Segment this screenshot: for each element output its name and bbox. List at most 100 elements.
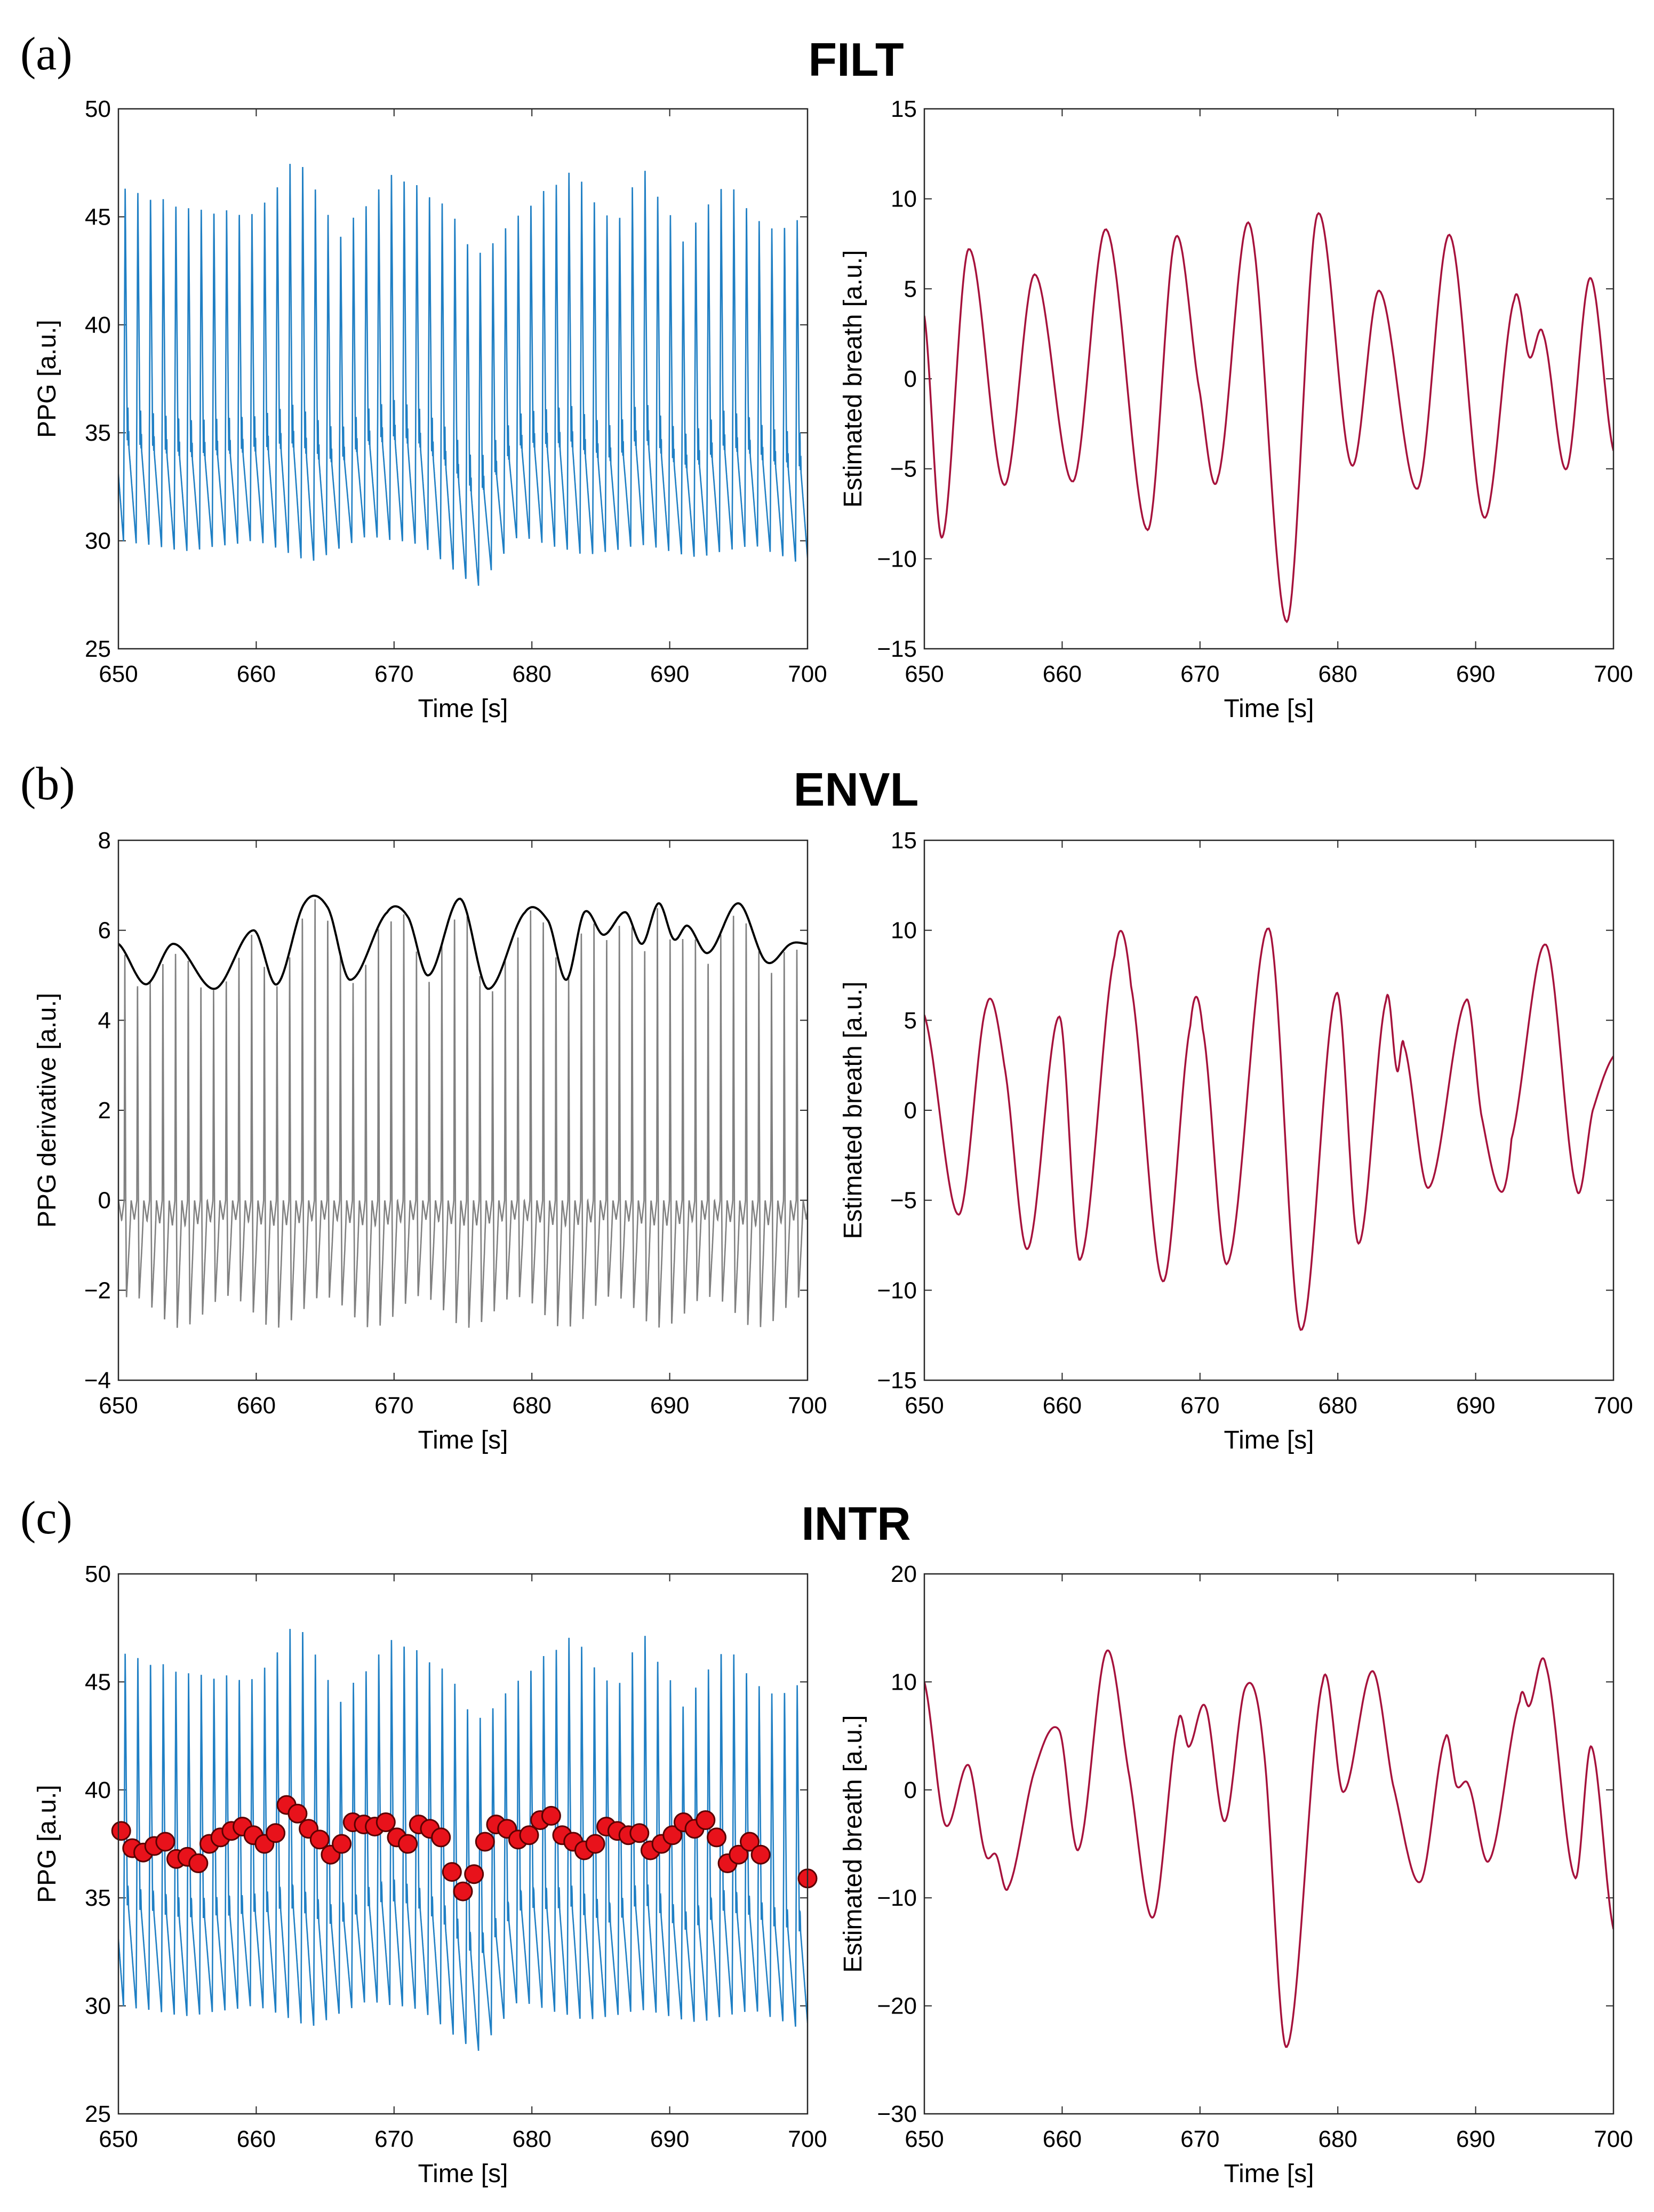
interval-marker-point [475,1832,495,1852]
y-tick-label: 40 [85,312,111,338]
x-tick-label: 660 [237,661,276,687]
interval-marker-point [111,1821,131,1841]
y-tick-label: −10 [877,1277,917,1303]
plot-envl-breath: 650 660 670 680 690 700 −15 −10 −5 0 5 10 15 Time [s]… [839,827,1633,1454]
x-axis-label: Time [s] [1224,1426,1314,1454]
y-tick-label: 45 [85,204,111,230]
x-tick-label: 690 [1456,2126,1495,2152]
y-tick-label: 30 [85,528,111,554]
y-tick-label: 0 [98,1188,111,1214]
y-tick-label: 5 [904,1007,917,1033]
x-tick-label: 690 [1456,1393,1495,1419]
y-axis-label: PPG derivative [a.u.] [33,993,61,1228]
plot-frame [923,108,1615,650]
interval-marker-point [662,1825,683,1845]
x-tick-label: 680 [1318,661,1357,687]
y-tick-label: −20 [877,1993,917,2019]
x-axis-label: Time [s] [1224,2160,1314,2188]
ppg-series-line [118,1629,808,2051]
x-tick-label: 700 [788,661,827,687]
y-tick-label: 40 [85,1777,111,1803]
y-axis-label: PPG [a.u.] [33,1785,61,1903]
y-tick-label: 25 [85,2101,111,2127]
x-axis-label: Time [s] [1224,695,1314,723]
x-tick-label: 700 [1594,2126,1633,2152]
y-axis-label: Estimated breath [a.u.] [839,982,867,1239]
x-tick-label: 670 [1180,2126,1219,2152]
x-tick-label: 650 [905,1393,944,1419]
plot-frame [923,1573,1615,2115]
plot-filt-ppg: 650 660 670 680 690 700 25 30 35 40 45 50 Time [s] PP… [33,96,827,723]
y-tick-label: −10 [877,1885,917,1911]
interval-marker-point [287,1803,308,1824]
interval-marker-point [188,1853,209,1873]
y-axis-label: Estimated breath [a.u.] [839,250,867,508]
breath-series-line [924,1649,1613,2048]
interval-marker-point [453,1881,473,1901]
y-tick-label: −10 [877,546,917,572]
y-tick-label: 35 [85,1885,111,1911]
plot-intr-breath: 650 660 670 680 690 700 −30 −20 −10 0 10 20 Time [s]… [839,1561,1633,2188]
x-tick-label: 700 [1594,1393,1633,1419]
breath-series-line [924,212,1613,624]
y-tick-label: 50 [85,96,111,122]
x-tick-label: 670 [1180,1393,1219,1419]
y-tick-label: 0 [904,1097,917,1124]
x-tick-label: 670 [374,1393,413,1419]
x-tick-label: 700 [788,2126,827,2152]
interval-marker-point [707,1827,726,1848]
x-tick-label: 650 [99,1393,138,1419]
x-axis-label: Time [s] [418,2160,508,2188]
x-tick-label: 690 [650,1393,689,1419]
x-tick-label: 700 [788,1393,827,1419]
interval-marker-point [464,1864,484,1884]
interval-marker-point [541,1805,561,1826]
x-tick-label: 650 [905,661,944,687]
envelope-series-line [118,894,808,990]
plot-frame [923,839,1615,1381]
panel-c: (c) INTR 650 660 670 680 690 700 25 30 35 40 45 50 T… [20,1492,1633,2188]
x-tick-label: 700 [1594,661,1633,687]
interval-marker-point [266,1823,286,1843]
x-tick-label: 680 [512,1393,551,1419]
interval-marker-point [750,1844,771,1865]
y-axis-label: PPG [a.u.] [33,320,61,437]
y-tick-label: 20 [891,1561,917,1587]
y-tick-label: 25 [85,636,111,662]
plot-envl-derivative: 650 660 670 680 690 700 −4 −2 0 2 4 6 8 Time [s] PPG d… [33,827,827,1454]
x-tick-label: 680 [512,661,551,687]
x-tick-label: 670 [374,2126,413,2152]
panel-a: (a) FILT 650 660 670 680 690 700253035404550T… [20,28,1633,723]
x-tick-label: 660 [237,2126,276,2152]
interval-marker-point [309,1829,330,1850]
interval-marker-point [332,1834,352,1854]
x-tick-label: 670 [1180,661,1219,687]
x-tick-label: 680 [512,2126,551,2152]
y-tick-label: 4 [98,1007,111,1033]
y-tick-label: −15 [877,1367,917,1394]
x-tick-label: 660 [237,1393,276,1419]
x-tick-label: 650 [99,661,138,687]
y-tick-label: 8 [98,827,111,854]
panel-label-b: (b) [20,758,75,810]
y-tick-label: 35 [85,420,111,446]
y-tick-label: −30 [877,2101,917,2127]
interval-marker-point [696,1810,716,1830]
x-tick-label: 660 [1043,2126,1082,2152]
plot-frame [117,839,809,1381]
y-tick-label: 50 [85,1561,111,1587]
interval-marker-point [585,1834,605,1854]
panel-title-intr: INTR [801,1497,910,1550]
x-axis-label: Time [s] [418,1426,508,1454]
plot-intr-ppg: 650 660 670 680 690 700 25 30 35 40 45 50 Time [s] PP… [33,1561,827,2188]
y-tick-label: 0 [904,366,917,392]
x-axis-label: Time [s] [418,695,508,723]
derivative-series-line [118,899,808,1328]
y-tick-label: 15 [891,96,917,122]
y-tick-label: 10 [891,918,917,944]
interval-marker-point [155,1832,175,1852]
panel-label-a: (a) [20,28,73,80]
x-tick-label: 690 [650,2126,689,2152]
x-tick-label: 650 [905,2126,944,2152]
interval-marker-point [431,1827,451,1848]
